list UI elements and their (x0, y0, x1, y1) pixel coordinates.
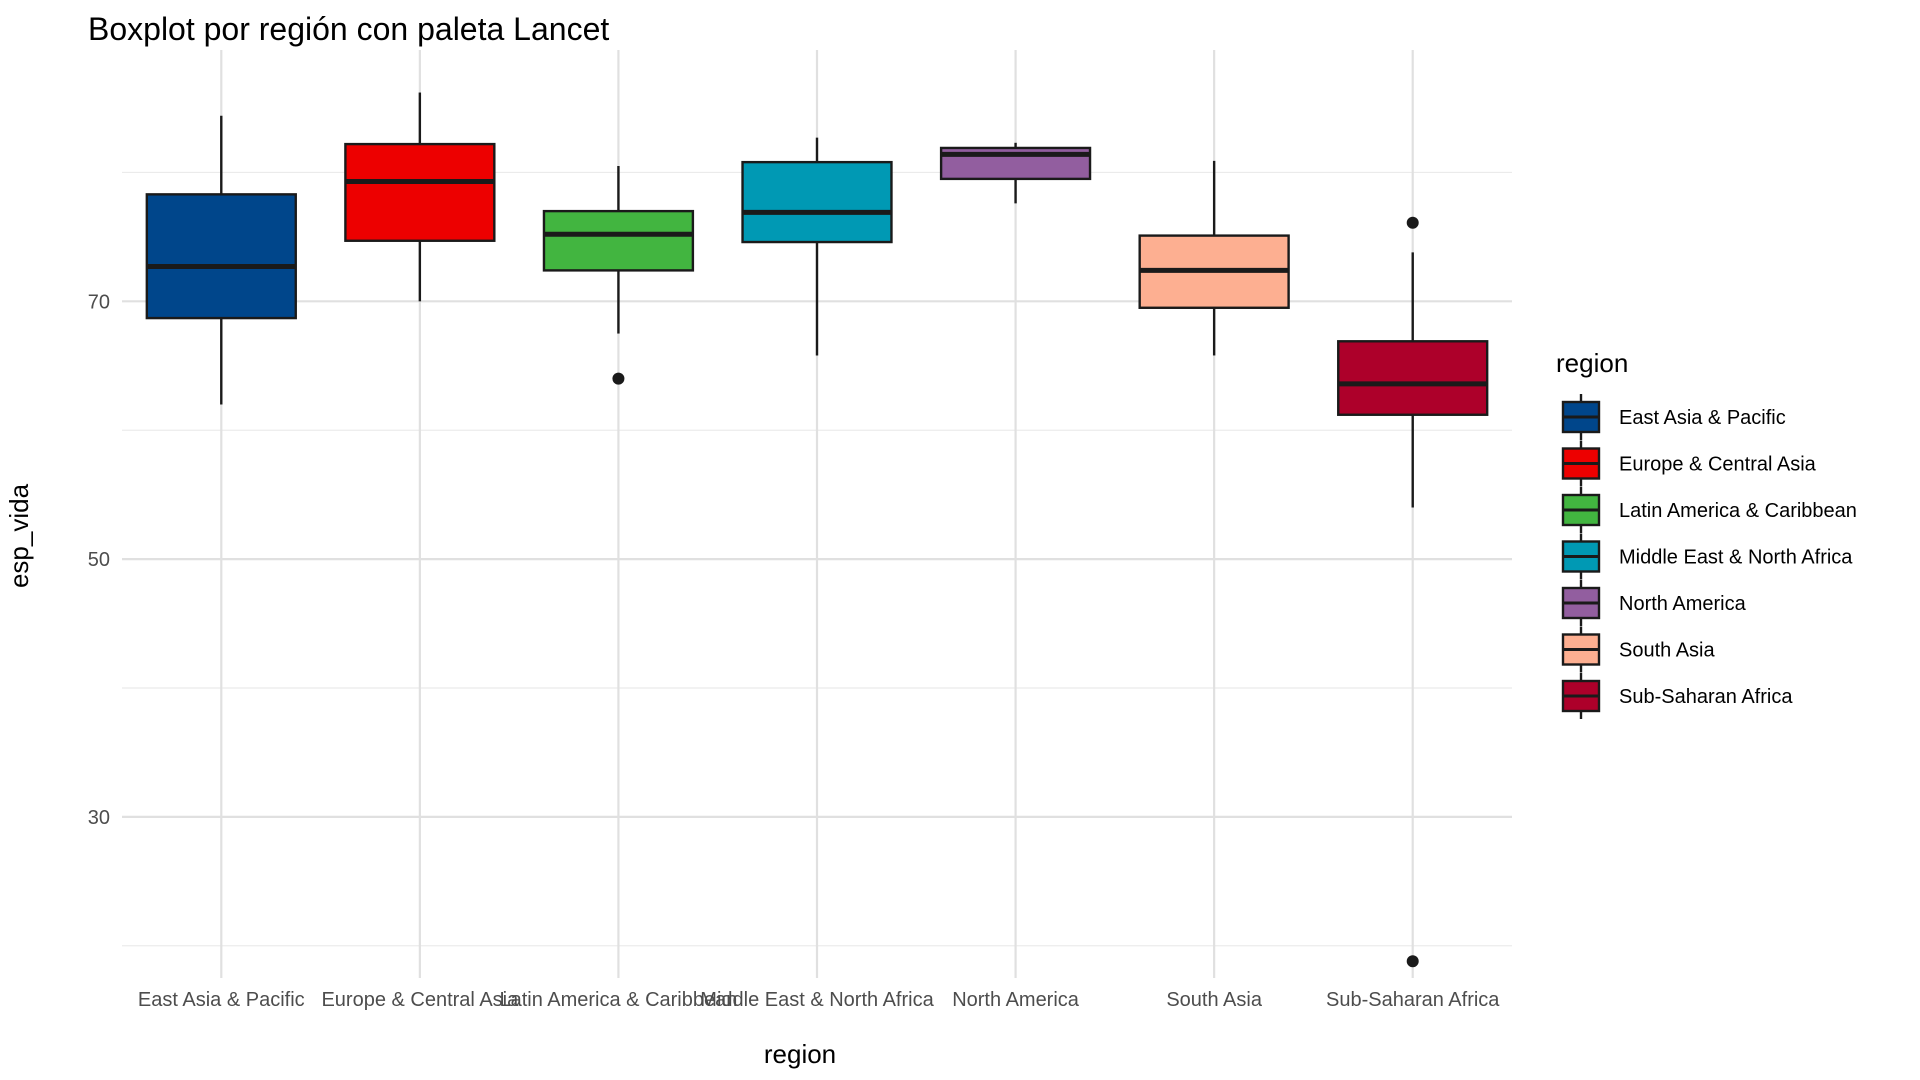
y-axis-title: esp_vida (4, 483, 34, 588)
legend-item-6: Sub-Saharan Africa (1561, 673, 1793, 719)
box-5 (1138, 160, 1290, 356)
chart-title: Boxplot por región con paleta Lancet (88, 11, 609, 47)
legend-label: East Asia & Pacific (1619, 407, 1786, 429)
box-body (1337, 340, 1489, 416)
x-tick-label: South Asia (1166, 989, 1263, 1011)
legend-item-5: South Asia (1561, 626, 1716, 673)
legend-label: Middle East & North Africa (1619, 547, 1853, 569)
x-tick-label: Latin America & Caribbean (499, 989, 737, 1011)
x-axis-title: region (764, 1039, 836, 1069)
outlier-point (612, 372, 625, 385)
y-tick-label: 50 (88, 549, 110, 571)
legend-item-0: East Asia & Pacific (1561, 394, 1786, 440)
outlier-point (1406, 216, 1419, 229)
box-body (145, 193, 297, 320)
box-1 (344, 92, 496, 302)
x-tick-label: Middle East & North Africa (700, 989, 934, 1011)
box-body (344, 142, 496, 242)
legend-label: North America (1619, 593, 1747, 615)
x-tick-label: Europe & Central Asia (321, 989, 519, 1011)
legend-item-4: North America (1561, 580, 1747, 626)
box-2 (542, 166, 695, 385)
y-tick-label: 30 (88, 807, 110, 829)
box-3 (741, 137, 893, 356)
tick-labels: 30 50 70 East Asia & Pacific Europe & Centra… (88, 291, 1501, 1011)
legend: region East Asia & Pacific Europe & Centr… (1556, 348, 1857, 719)
box-body (542, 209, 695, 272)
legend-label: Europe & Central Asia (1619, 454, 1817, 476)
legend-item-1: Europe & Central Asia (1561, 440, 1817, 487)
x-tick-label: North America (952, 989, 1080, 1011)
box-6 (1337, 216, 1489, 968)
boxes (145, 92, 1489, 968)
legend-item-3: Middle East & North Africa (1561, 533, 1853, 580)
legend-label: Sub-Saharan Africa (1619, 686, 1793, 708)
box-4 (939, 142, 1092, 204)
legend-title: region (1556, 348, 1628, 378)
legend-label: Latin America & Caribbean (1619, 500, 1857, 522)
y-tick-label: 70 (88, 291, 110, 313)
outlier-point (1406, 955, 1419, 968)
legend-label: South Asia (1619, 640, 1716, 662)
x-tick-label: Sub-Saharan Africa (1326, 989, 1500, 1011)
x-tick-label: East Asia & Pacific (138, 989, 305, 1011)
box-0 (145, 115, 297, 405)
box-body (741, 160, 893, 244)
legend-item-2: Latin America & Caribbean (1561, 487, 1857, 533)
